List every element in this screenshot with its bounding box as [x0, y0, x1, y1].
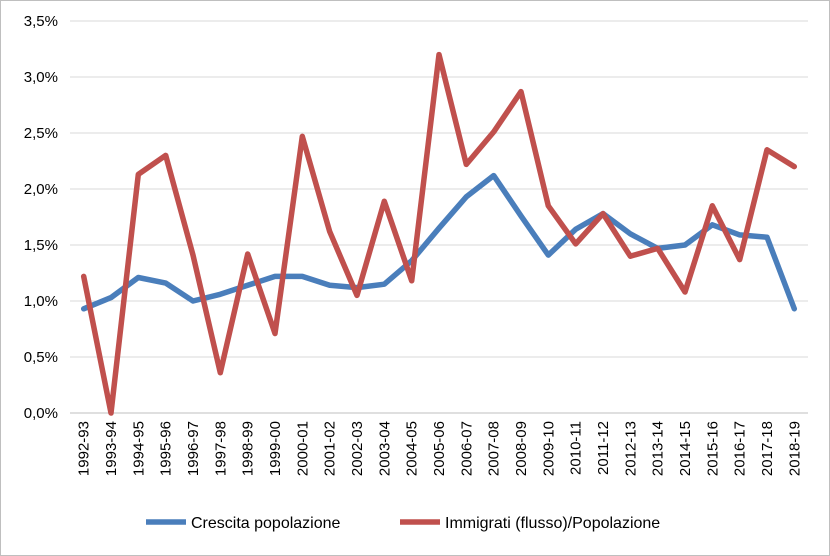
x-axis-ticks: 1992-93 1993-94 1994-95 1995-96 1996-97 1997-…: [76, 421, 804, 476]
x-tick-label: 2010-11: [568, 421, 585, 475]
y-tick-label: 2,5%: [24, 125, 58, 142]
x-tick-label: 2013-14: [650, 421, 667, 476]
x-tick-label: 2015-16: [704, 421, 721, 476]
x-tick-label: 2017-18: [759, 421, 776, 476]
x-tick-label: 2003-04: [376, 421, 393, 476]
series-line-1: [80, 51, 798, 416]
series-lines: [80, 51, 798, 416]
x-tick-label: 2014-15: [677, 421, 694, 476]
x-tick-label: 2012-13: [622, 421, 639, 476]
x-tick-label: 1997-98: [212, 421, 229, 476]
x-tick-label: 1992-93: [76, 421, 93, 476]
x-tick-label: 1995-96: [158, 421, 175, 476]
x-tick-label: 2000-01: [294, 421, 311, 476]
x-tick-label: 1996-97: [185, 421, 202, 476]
y-tick-label: 1,0%: [24, 293, 58, 310]
x-tick-label: 2009-10: [540, 421, 557, 476]
y-tick-label: 1,5%: [24, 237, 58, 254]
x-tick-label: 2006-07: [458, 421, 475, 476]
x-tick-label: 2008-09: [513, 421, 530, 476]
x-tick-label: 1998-99: [240, 421, 257, 476]
x-tick-label: 2005-06: [431, 421, 448, 476]
x-tick-label: 2007-08: [486, 421, 503, 476]
x-tick-label: 2001-02: [322, 421, 339, 476]
x-tick-label: 2016-17: [732, 421, 749, 476]
legend: Crescita popolazione Immigrati (flusso)/P…: [146, 515, 660, 532]
y-tick-label: 2,0%: [24, 181, 58, 198]
x-tick-label: 1999-00: [267, 421, 284, 476]
y-tick-label: 0,0%: [24, 405, 58, 422]
x-tick-label: 2002-03: [349, 421, 366, 476]
y-axis-ticks: 0,0% 0,5% 1,0% 1,5% 2,0% 2,5% 3,0% 3,5%: [24, 13, 58, 422]
y-tick-label: 3,5%: [24, 13, 58, 30]
x-tick-label: 2004-05: [404, 421, 421, 476]
x-tick-label: 2011-12: [595, 421, 612, 475]
x-tick-label: 1994-95: [130, 421, 147, 476]
gridlines: [70, 20, 808, 414]
y-tick-label: 3,0%: [24, 69, 58, 86]
legend-label-0: Crescita popolazione: [191, 515, 341, 532]
y-tick-label: 0,5%: [24, 349, 58, 366]
x-tick-label: 2018-19: [786, 421, 803, 476]
x-tick-label: 1993-94: [103, 421, 120, 476]
legend-label-1: Immigrati (flusso)/Popolazione: [445, 515, 660, 532]
